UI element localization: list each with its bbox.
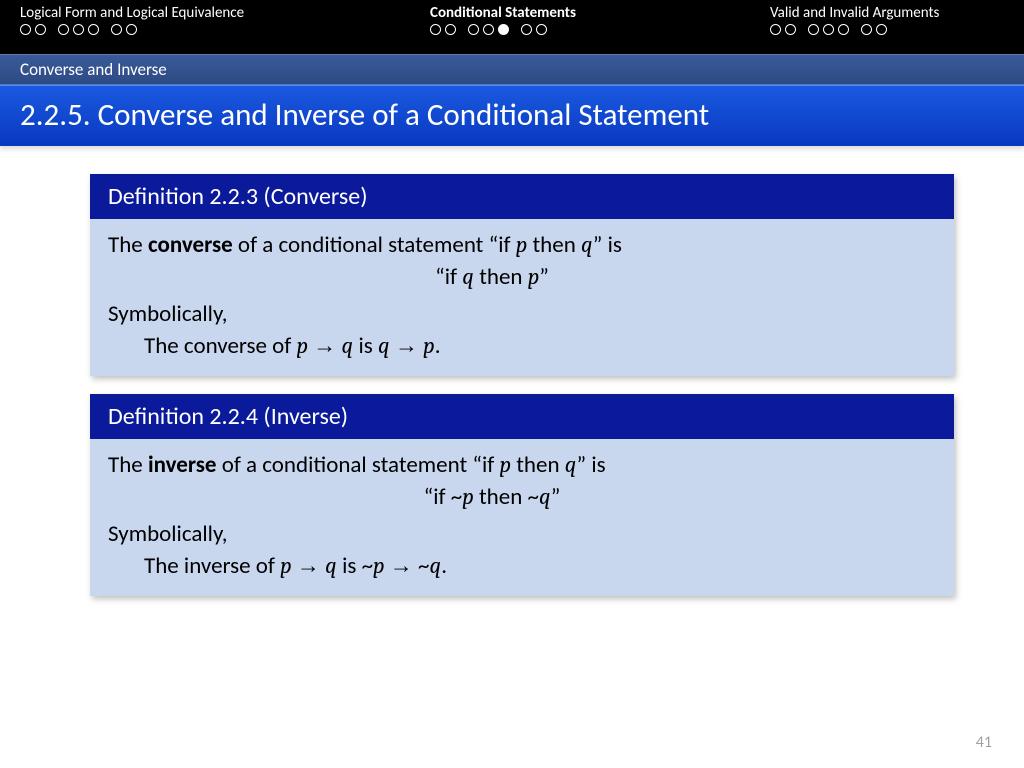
symbolic-expression: The inverse of p → q is ~p → ~q. (108, 550, 936, 582)
definition-header: Definition 2.2.4 (Inverse) (90, 394, 954, 439)
navigation-bar: Logical Form and Logical Equivalence Con… (0, 0, 1024, 54)
definition-statement: The inverse of a conditional statement “… (108, 449, 936, 481)
definition-variant: “if q then p” (48, 261, 936, 293)
definition-variant: “if ~p then ~q” (48, 481, 936, 513)
definition-statement: The converse of a conditional statement … (108, 229, 936, 261)
nav-progress-dots (430, 24, 555, 35)
definition-header: Definition 2.2.3 (Converse) (90, 174, 954, 219)
nav-section-arguments[interactable]: Valid and Invalid Arguments (750, 4, 1010, 54)
symbolically-label: Symbolically, (108, 299, 936, 330)
slide-content: Definition 2.2.3 (Converse) The converse… (0, 146, 1024, 596)
nav-section-conditional[interactable]: Conditional Statements (410, 4, 750, 54)
definition-body: The converse of a conditional statement … (90, 219, 954, 376)
nav-label: Valid and Invalid Arguments (770, 4, 939, 22)
definition-body: The inverse of a conditional statement “… (90, 439, 954, 596)
nav-label: Conditional Statements (430, 4, 576, 22)
sub-header: Converse and Inverse (0, 54, 1024, 85)
nav-label: Logical Form and Logical Equivalence (20, 4, 244, 22)
definition-block-converse: Definition 2.2.3 (Converse) The converse… (90, 174, 954, 376)
symbolically-label: Symbolically, (108, 519, 936, 550)
nav-progress-dots (770, 24, 895, 35)
symbolic-expression: The converse of p → q is q → p. (108, 330, 936, 362)
slide-title: 2.2.5. Converse and Inverse of a Conditi… (0, 85, 1024, 146)
page-number: 41 (976, 733, 992, 752)
nav-section-logical-form[interactable]: Logical Form and Logical Equivalence (0, 4, 410, 54)
definition-block-inverse: Definition 2.2.4 (Inverse) The inverse o… (90, 394, 954, 596)
nav-progress-dots (20, 24, 145, 35)
